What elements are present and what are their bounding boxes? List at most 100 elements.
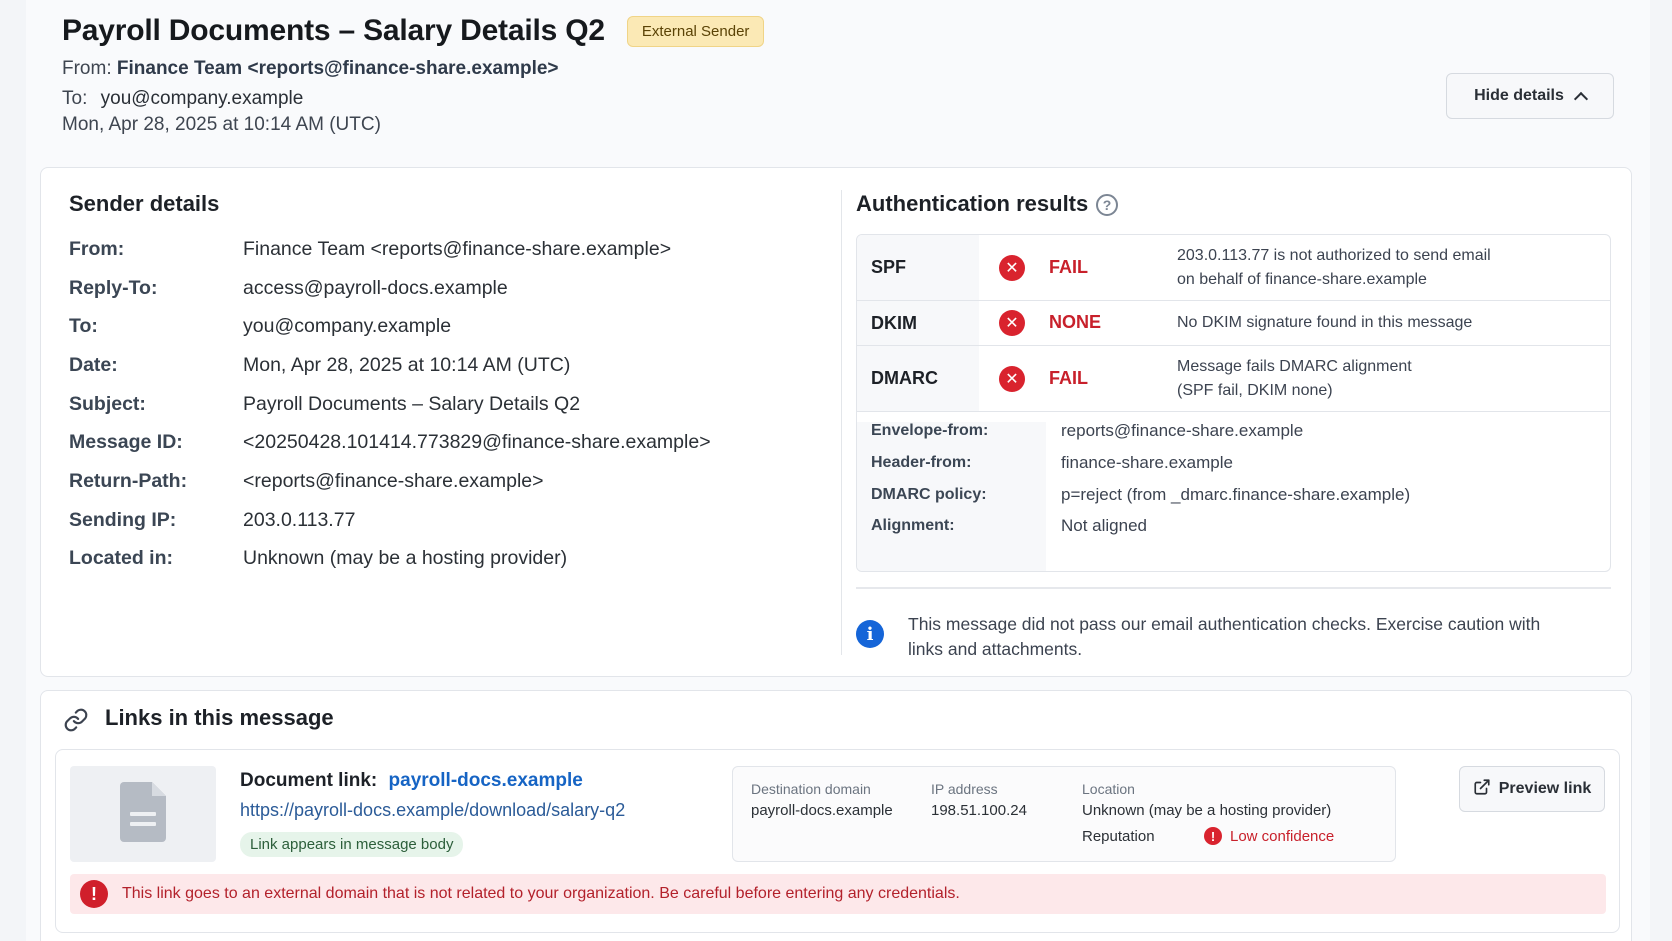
details-card: Sender details From: Finance Team <report…: [40, 167, 1632, 677]
row-key: Message ID:: [69, 431, 183, 454]
reputation-label: Reputation: [1082, 828, 1155, 845]
hide-details-button[interactable]: Hide details: [1446, 73, 1614, 119]
document-link-label-row: Document link: payroll-docs.example: [240, 770, 583, 792]
row-key: Sending IP:: [69, 508, 177, 531]
document-link-label: Document link:: [240, 770, 378, 791]
help-icon[interactable]: ?: [1096, 194, 1118, 216]
row-key: Located in:: [69, 547, 174, 570]
row-key: To:: [69, 315, 98, 338]
auth-desc-line: 203.0.113.77 is not authorized to send e…: [1177, 247, 1491, 264]
link-warning-text: This link goes to an external domain tha…: [122, 885, 960, 902]
auth-description: No DKIM signature found in this message: [1177, 311, 1472, 335]
document-link-domain[interactable]: payroll-docs.example: [388, 770, 583, 791]
link-chain-icon: [63, 707, 89, 738]
sender-details-table: From: Finance Team <reports@finance-share…: [69, 230, 711, 578]
auth-detail-dmarc-policy: DMARC policy: p=reject (from _dmarc.fina…: [857, 478, 1610, 512]
external-link-icon: [1473, 778, 1491, 801]
links-card: Links in this message Document link: pay…: [40, 690, 1632, 941]
row-key: Date:: [69, 353, 118, 376]
title-row: Payroll Documents – Salary Details Q2 Ex…: [62, 14, 765, 48]
destination-domain-label: Destination domain: [751, 781, 871, 797]
sender-row-located-in: Located in: Unknown (may be a hosting pro…: [69, 540, 711, 579]
preview-link-label: Preview link: [1498, 780, 1592, 797]
sender-row-reply-to: Reply-To: access@payroll-docs.example: [69, 269, 711, 308]
fail-x-icon: ✕: [999, 255, 1025, 281]
auth-info-message: This message did not pass our email auth…: [908, 614, 1541, 659]
links-title: Links in this message: [105, 705, 334, 730]
auth-description: 203.0.113.77 is not authorized to send e…: [1177, 244, 1491, 292]
link-source-pill: Link appears in message body: [240, 832, 464, 857]
detail-value: p=reject (from _dmarc.finance-share.exam…: [1061, 485, 1411, 504]
auth-detail-header-from: Header-from: finance-share.example: [857, 446, 1610, 480]
date-line: Mon, Apr 28, 2025 at 10:14 AM (UTC): [62, 114, 381, 135]
row-value: Mon, Apr 28, 2025 at 10:14 AM (UTC): [243, 353, 571, 376]
auth-details-label-column: [857, 422, 1046, 571]
auth-desc-line: (SPF fail, DKIM none): [1177, 382, 1333, 399]
ip-address-value: 198.51.100.24: [931, 802, 1027, 819]
auth-table: SPF ✕ FAIL 203.0.113.77 is not authorize…: [856, 234, 1611, 572]
detail-value: finance-share.example: [1061, 453, 1233, 472]
destination-domain-value: payroll-docs.example: [751, 802, 893, 819]
detail-key: Header-from:: [871, 454, 972, 471]
auth-label: SPF: [857, 235, 979, 300]
document-icon: [120, 781, 166, 847]
auth-row-dkim: DKIM ✕ NONE No DKIM signature found in t…: [857, 301, 1610, 346]
detail-key: Envelope-from:: [871, 422, 989, 439]
fail-x-icon: ✕: [999, 366, 1025, 392]
row-value: access@payroll-docs.example: [243, 276, 508, 299]
auth-row-dmarc: DMARC ✕ FAIL Message fails DMARC alignme…: [857, 346, 1610, 412]
external-sender-badge: External Sender: [626, 15, 765, 47]
row-value: Unknown (may be a hosting provider): [243, 547, 568, 570]
location-value: Unknown (may be a hosting provider): [1082, 802, 1332, 819]
link-metadata-box: Destination domain payroll-docs.example …: [732, 766, 1396, 862]
column-divider: [841, 190, 842, 655]
sender-row-sending-ip: Sending IP: 203.0.113.77: [69, 501, 711, 540]
to-value: you@company.example: [100, 88, 304, 109]
detail-key: DMARC policy:: [871, 486, 987, 503]
sender-row-from: From: Finance Team <reports@finance-share…: [69, 230, 711, 269]
sender-row-date: Date: Mon, Apr 28, 2025 at 10:14 AM (UTC): [69, 346, 711, 385]
sender-row-return-path: Return-Path: <reports@finance-share.examp…: [69, 462, 711, 501]
row-value: <20250428.101414.773829@finance-share.ex…: [243, 431, 711, 454]
auth-status: FAIL: [1049, 368, 1088, 388]
sender-row-subject: Subject: Payroll Documents – Salary Detai…: [69, 385, 711, 424]
warning-alert-icon: !: [80, 880, 108, 908]
auth-results-title: Authentication results: [856, 191, 1089, 216]
to-label: To:: [62, 88, 88, 109]
from-line: From: Finance Team <reports@finance-shar…: [62, 58, 559, 80]
document-link-url[interactable]: https://payroll-docs.example/download/sa…: [240, 800, 626, 820]
hide-details-label: Hide details: [1474, 87, 1564, 104]
row-value: you@company.example: [243, 315, 452, 338]
row-value: 203.0.113.77: [243, 508, 356, 531]
detail-key: Alignment:: [871, 517, 955, 534]
row-key: Subject:: [69, 392, 146, 415]
auth-desc-line: Message fails DMARC alignment: [1177, 358, 1412, 375]
info-separator: [856, 587, 1611, 589]
alert-icon: !: [1204, 827, 1222, 845]
preview-link-button[interactable]: Preview link: [1459, 766, 1605, 812]
fail-x-icon: ✕: [999, 310, 1025, 336]
sender-details-title: Sender details: [69, 191, 220, 216]
auth-detail-envelope-from: Envelope-from: reports@finance-share.exa…: [857, 414, 1610, 448]
location-label: Location: [1082, 781, 1135, 797]
row-value: Payroll Documents – Salary Details Q2: [243, 392, 581, 415]
reputation-value: Low confidence: [1230, 828, 1335, 845]
sender-row-to: To: you@company.example: [69, 307, 711, 346]
sender-row-message-id: Message ID: <20250428.101414.773829@finan…: [69, 423, 711, 462]
auth-label: DMARC: [857, 346, 979, 411]
auth-desc-line: on behalf of finance-share.example: [1177, 271, 1427, 288]
document-thumbnail: [70, 766, 216, 862]
row-value: <reports@finance-share.example>: [243, 469, 544, 492]
auth-description: Message fails DMARC alignment (SPF fail,…: [1177, 355, 1412, 403]
chevron-up-icon: [1573, 91, 1588, 106]
row-value: Finance Team <reports@finance-share.exam…: [243, 237, 672, 260]
email-header: Payroll Documents – Salary Details Q2 Ex…: [62, 0, 1642, 160]
row-key: Reply-To:: [69, 276, 158, 299]
email-subject-title: Payroll Documents – Salary Details Q2: [62, 14, 605, 47]
auth-detail-alignment: Alignment: Not aligned: [857, 509, 1610, 543]
email-details-page: Payroll Documents – Salary Details Q2 Ex…: [26, 0, 1650, 941]
row-key: From:: [69, 237, 125, 260]
detail-value: reports@finance-share.example: [1061, 421, 1304, 440]
row-key: Return-Path:: [69, 469, 188, 492]
from-value[interactable]: Finance Team <reports@finance-share.exam…: [116, 58, 559, 79]
